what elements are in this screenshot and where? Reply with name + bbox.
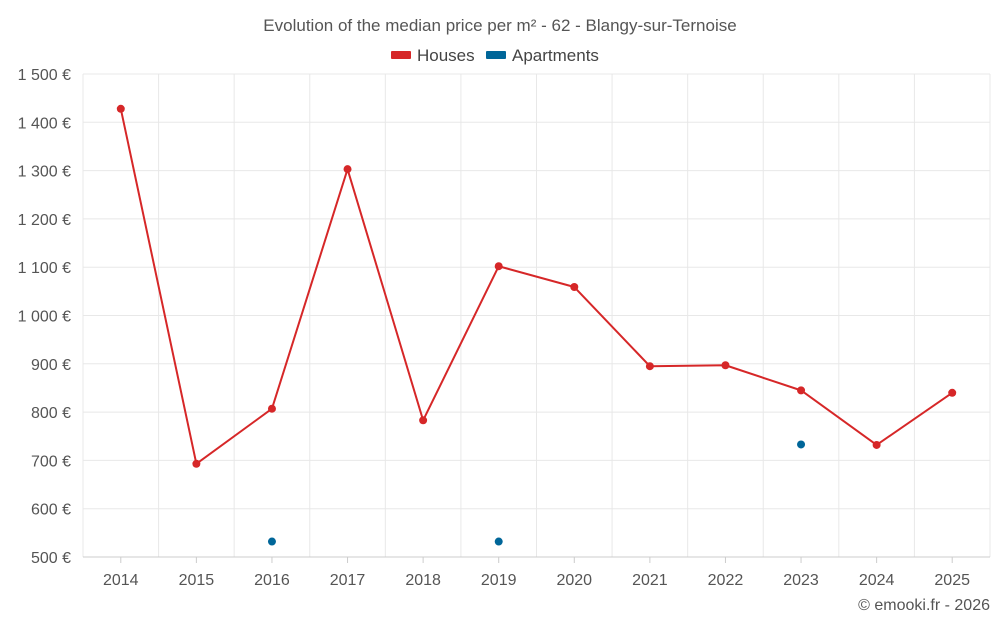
y-tick-label: 800 € bbox=[31, 405, 71, 422]
x-tick-label: 2025 bbox=[934, 572, 970, 589]
legend-label-houses: Houses bbox=[417, 46, 475, 65]
data-point-houses[interactable] bbox=[116, 104, 125, 113]
data-point-houses[interactable] bbox=[570, 283, 579, 292]
y-tick-label: 1 400 € bbox=[18, 115, 71, 132]
data-point-houses[interactable] bbox=[419, 416, 428, 425]
x-tick-label: 2024 bbox=[859, 572, 895, 589]
legend[interactable]: Houses Apartments bbox=[391, 46, 599, 65]
legend-item-houses[interactable]: Houses bbox=[391, 46, 475, 65]
y-tick-label: 1 200 € bbox=[18, 212, 71, 229]
legend-swatch-apartments bbox=[486, 51, 506, 59]
data-point-apartments[interactable] bbox=[267, 537, 276, 546]
data-point-apartments[interactable] bbox=[494, 537, 503, 546]
series-layer bbox=[116, 104, 957, 546]
series-line-houses bbox=[119, 108, 953, 465]
data-point-houses[interactable] bbox=[645, 362, 654, 371]
data-point-houses[interactable] bbox=[872, 440, 881, 449]
x-tick-label: 2018 bbox=[405, 572, 441, 589]
x-tick-label: 2015 bbox=[179, 572, 215, 589]
legend-item-apartments[interactable]: Apartments bbox=[486, 46, 599, 65]
y-tick-label: 1 000 € bbox=[18, 309, 71, 326]
y-tick-label: 900 € bbox=[31, 357, 71, 374]
legend-swatch-houses bbox=[391, 51, 411, 59]
x-tick-label: 2022 bbox=[708, 572, 744, 589]
data-point-houses[interactable] bbox=[797, 386, 806, 395]
x-tick-label: 2023 bbox=[783, 572, 819, 589]
x-tick-label: 2017 bbox=[330, 572, 366, 589]
data-point-houses[interactable] bbox=[948, 388, 957, 397]
y-tick-label: 1 100 € bbox=[18, 260, 71, 277]
x-tick-label: 2020 bbox=[556, 572, 592, 589]
x-tick-label: 2016 bbox=[254, 572, 290, 589]
y-tick-label: 1 500 € bbox=[18, 67, 71, 84]
x-tick-label: 2021 bbox=[632, 572, 668, 589]
y-tick-label: 500 € bbox=[31, 550, 71, 567]
x-tick-label: 2019 bbox=[481, 572, 517, 589]
data-point-houses[interactable] bbox=[494, 262, 503, 271]
data-point-apartments[interactable] bbox=[797, 440, 806, 449]
credit-text: © emooki.fr - 2026 bbox=[858, 597, 990, 614]
data-point-houses[interactable] bbox=[192, 459, 201, 468]
y-tick-label: 1 300 € bbox=[18, 164, 71, 181]
chart-title: Evolution of the median price per m² - 6… bbox=[263, 16, 736, 35]
data-point-houses[interactable] bbox=[721, 361, 730, 370]
data-point-houses[interactable] bbox=[267, 404, 276, 413]
data-point-houses[interactable] bbox=[343, 165, 352, 174]
axis-layer: 500 € 600 € 700 € 800 € 900 € 1 000 € 1 100 € 1… bbox=[18, 67, 990, 589]
y-tick-label: 700 € bbox=[31, 453, 71, 470]
x-tick-label: 2014 bbox=[103, 572, 139, 589]
legend-label-apartments: Apartments bbox=[512, 46, 599, 65]
y-tick-label: 600 € bbox=[31, 502, 71, 519]
grid-layer bbox=[82, 73, 991, 557]
